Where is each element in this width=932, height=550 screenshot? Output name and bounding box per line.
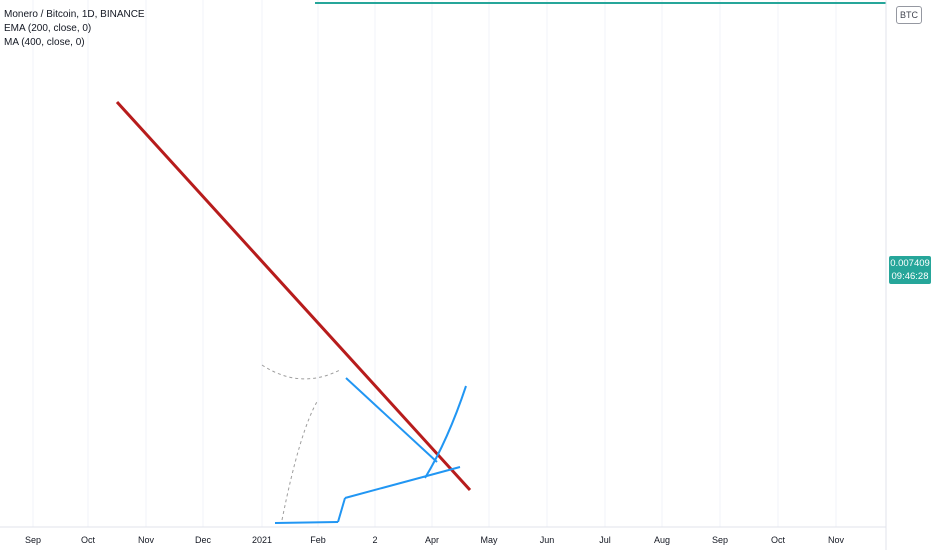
time-tick-label: Oct [771, 535, 786, 545]
time-tick-label: Jul [599, 535, 611, 545]
bar-countdown: 09:46:28 [891, 271, 929, 282]
time-tick-label: Sep [712, 535, 728, 545]
fibonacci-levels: 4.618(0.012094)3.618(0.010302)2.618(0.00… [315, 2, 886, 4]
wedge-lower-line [344, 466, 461, 499]
time-tick-label: 2 [372, 535, 377, 545]
wedge-upper-line [345, 377, 438, 463]
time-tick-label: Jun [540, 535, 555, 545]
time-axis: Sep Oct Nov Dec 2021 Feb 2 Apr May Jun Jul Aug Sep Oc… [0, 526, 886, 545]
currency-badge[interactable]: BTC [896, 6, 922, 24]
time-tick-label: Nov [138, 535, 155, 545]
last-price-value: 0.007409 [890, 258, 930, 269]
downtrend-line [115, 100, 472, 492]
time-tick-label: Sep [25, 535, 41, 545]
legend-symbol[interactable]: Monero / Bitcoin, 1D, BINANCE [4, 9, 145, 20]
time-tick-label: Dec [195, 535, 212, 545]
dashed-arc [281, 399, 319, 521]
legend-ma[interactable]: MA (400, close, 0) [4, 37, 85, 48]
time-tick-label: Nov [828, 535, 845, 545]
time-tick-label: May [480, 535, 498, 545]
time-tick-label: Oct [81, 535, 96, 545]
drawings-layer [115, 100, 472, 524]
support-line [274, 521, 339, 524]
time-tick-label: 2021 [252, 535, 272, 545]
time-tick-label: Apr [425, 535, 439, 545]
parabolic-curve [424, 385, 467, 479]
support-line [337, 497, 346, 523]
last-price-tag: 0.007409 09:46:28 [889, 256, 931, 284]
grid-layer [32, 0, 837, 527]
legend-ema[interactable]: EMA (200, close, 0) [4, 23, 92, 34]
price-axis: 0.0130000.0120000.0110000.0100000.009000… [885, 0, 887, 550]
legend: Monero / Bitcoin, 1D, BINANCE EMA (200, … [4, 8, 145, 50]
time-tick-label: Feb [310, 535, 326, 545]
dashed-arc [261, 364, 341, 380]
time-tick-label: Aug [654, 535, 670, 545]
